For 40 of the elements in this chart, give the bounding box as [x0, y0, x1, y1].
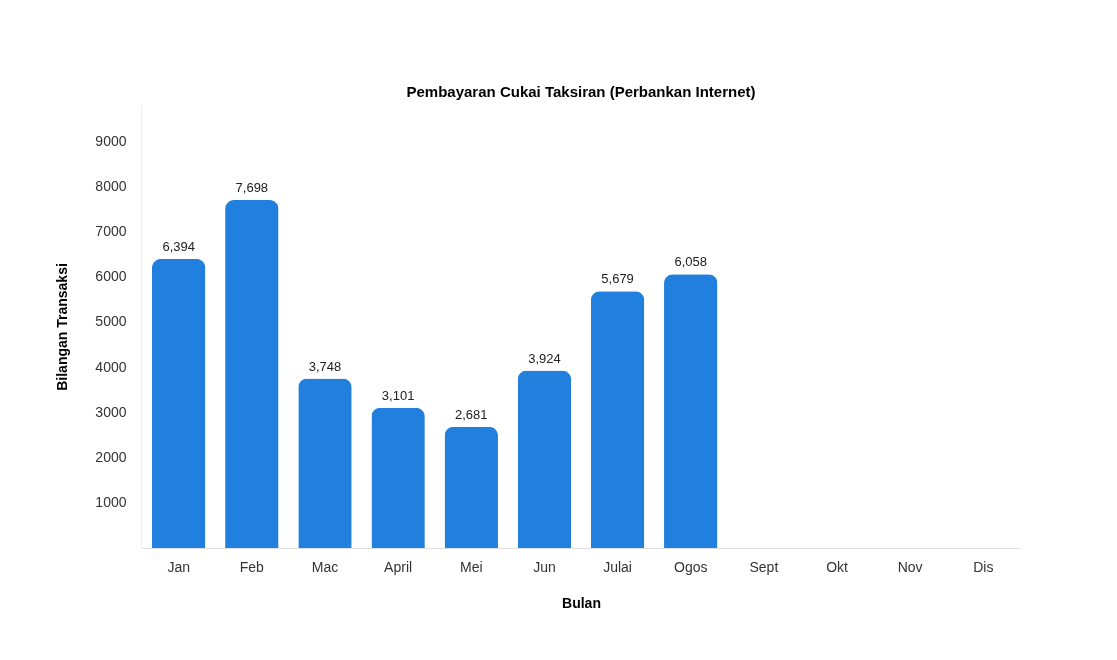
y-tick-label: 1000	[95, 494, 127, 511]
y-tick-label: 4000	[95, 358, 127, 375]
bar	[225, 200, 279, 548]
data-label: 5,679	[601, 271, 634, 287]
data-label: 2,681	[455, 406, 488, 422]
bar	[151, 258, 206, 548]
x-tick-label: Jan	[167, 558, 190, 575]
bar	[517, 370, 572, 548]
data-label: 3,101	[381, 387, 415, 403]
data-label: 3,924	[528, 350, 561, 366]
bar	[664, 274, 718, 548]
data-label: 6,058	[674, 254, 707, 270]
y-tick-label: 2000	[95, 449, 127, 466]
chart-title: Pembayaran Cukai Taksiran (Perbankan Internet)	[406, 83, 756, 100]
x-axis-title: Bulan	[562, 594, 601, 611]
y-tick-label: 6000	[95, 268, 127, 285]
x-tick-label: Jun	[533, 558, 556, 575]
data-label: 7,698	[235, 180, 269, 196]
bar	[371, 407, 425, 548]
bar	[590, 291, 645, 548]
data-label: 3,748	[308, 358, 342, 374]
x-tick-label: Okt	[826, 558, 849, 575]
data-label: 6,394	[162, 238, 195, 254]
y-tick-label: 3000	[95, 403, 127, 420]
bar	[298, 378, 352, 548]
x-tick-label: Nov	[897, 558, 923, 575]
bar	[444, 426, 498, 548]
y-tick-label: 7000	[95, 223, 127, 240]
x-tick-label: Mei	[459, 558, 483, 575]
x-tick-label: Mac	[311, 558, 339, 575]
x-tick-label: Sept	[749, 558, 779, 575]
y-tick-label: 5000	[95, 313, 127, 330]
x-tick-label: Julai	[603, 558, 632, 575]
x-tick-label: Feb	[239, 558, 265, 575]
x-tick-label: Dis	[973, 558, 994, 575]
x-tick-label: Ogos	[673, 558, 708, 575]
y-axis-title: Bilangan Transaksi	[54, 263, 71, 391]
y-tick-label: 9000	[95, 132, 127, 149]
x-tick-label: April	[384, 558, 413, 575]
y-tick-label: 8000	[95, 177, 127, 194]
